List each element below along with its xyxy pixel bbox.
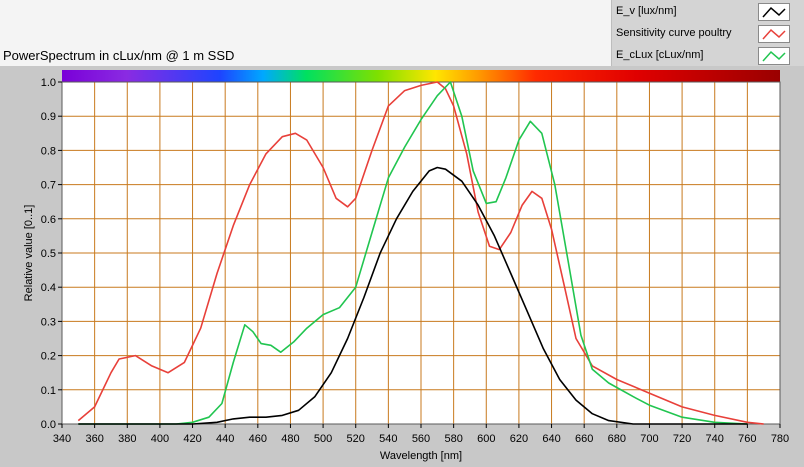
legend-label-sensitivity: Sensitivity curve poultry bbox=[616, 27, 732, 39]
x-tick-label: 640 bbox=[542, 433, 560, 445]
x-tick-label: 340 bbox=[53, 433, 71, 445]
x-tick-label: 460 bbox=[249, 433, 267, 445]
x-tick-label: 420 bbox=[183, 433, 201, 445]
x-tick-label: 700 bbox=[640, 433, 658, 445]
x-tick-label: 400 bbox=[151, 433, 169, 445]
x-tick-label: 440 bbox=[216, 433, 234, 445]
y-tick-label: 0.5 bbox=[41, 248, 56, 260]
x-tick-label: 500 bbox=[314, 433, 332, 445]
legend-item-ecLux[interactable]: E_cLux [cLux/nm] bbox=[612, 45, 804, 67]
series-line-2 bbox=[78, 81, 748, 425]
legend-swatch-ecLux bbox=[758, 47, 790, 65]
x-tick-label: 540 bbox=[379, 433, 397, 445]
y-tick-label: 0.7 bbox=[41, 180, 56, 192]
legend-swatch-sensitivity bbox=[758, 25, 790, 43]
spectrum-color-bar bbox=[62, 70, 780, 82]
y-tick-label: 0.9 bbox=[41, 111, 56, 123]
x-tick-label: 740 bbox=[706, 433, 724, 445]
legend-label-ecLux: E_cLux [cLux/nm] bbox=[616, 49, 704, 61]
y-tick-label: 0.3 bbox=[41, 316, 56, 328]
chart-title: PowerSpectrum in cLux/nm @ 1 m SSD bbox=[3, 48, 235, 63]
legend-item-ev[interactable]: E_v [lux/nm] bbox=[612, 1, 804, 23]
y-tick-label: 0.1 bbox=[41, 385, 56, 397]
chart-title-panel: PowerSpectrum in cLux/nm @ 1 m SSD bbox=[0, 0, 612, 66]
y-axis-label: Relative value [0..1] bbox=[23, 205, 35, 302]
y-tick-label: 0.2 bbox=[41, 351, 56, 363]
series-lines bbox=[77, 81, 764, 425]
x-tick-label: 380 bbox=[118, 433, 136, 445]
y-axis-ticks: 0.0 0.1 0.2 0.3 0.4 0.5 0.6 0.7 0.8 0.9 1.0 bbox=[41, 77, 62, 431]
x-tick-label: 600 bbox=[477, 433, 495, 445]
y-tick-label: 0.4 bbox=[41, 282, 56, 294]
x-tick-label: 580 bbox=[444, 433, 462, 445]
x-tick-label: 620 bbox=[510, 433, 528, 445]
x-tick-label: 520 bbox=[347, 433, 365, 445]
x-axis-ticks: 340 360 380 400 420 440 460 480 500 520 540 560 580 6… bbox=[53, 424, 789, 445]
x-tick-label: 480 bbox=[281, 433, 299, 445]
y-tick-label: 0.6 bbox=[41, 214, 56, 226]
x-tick-label: 660 bbox=[575, 433, 593, 445]
grid bbox=[61, 81, 781, 425]
x-tick-label: 720 bbox=[673, 433, 691, 445]
y-tick-label: 0.0 bbox=[41, 419, 56, 431]
x-tick-label: 780 bbox=[771, 433, 789, 445]
legend-item-sensitivity[interactable]: Sensitivity curve poultry bbox=[612, 23, 804, 45]
y-tick-label: 1.0 bbox=[41, 77, 56, 89]
legend-label-ev: E_v [lux/nm] bbox=[616, 5, 677, 17]
legend-swatch-ev bbox=[758, 3, 790, 21]
x-tick-label: 560 bbox=[412, 433, 430, 445]
x-tick-label: 760 bbox=[738, 433, 756, 445]
x-axis-label: Wavelength [nm] bbox=[380, 450, 462, 462]
x-tick-label: 360 bbox=[85, 433, 103, 445]
y-tick-label: 0.8 bbox=[41, 145, 56, 157]
series-line-1 bbox=[77, 81, 764, 425]
series-line-0 bbox=[78, 166, 748, 425]
legend: E_v [lux/nm] Sensitivity curve poultry E… bbox=[612, 0, 804, 66]
x-tick-label: 680 bbox=[608, 433, 626, 445]
